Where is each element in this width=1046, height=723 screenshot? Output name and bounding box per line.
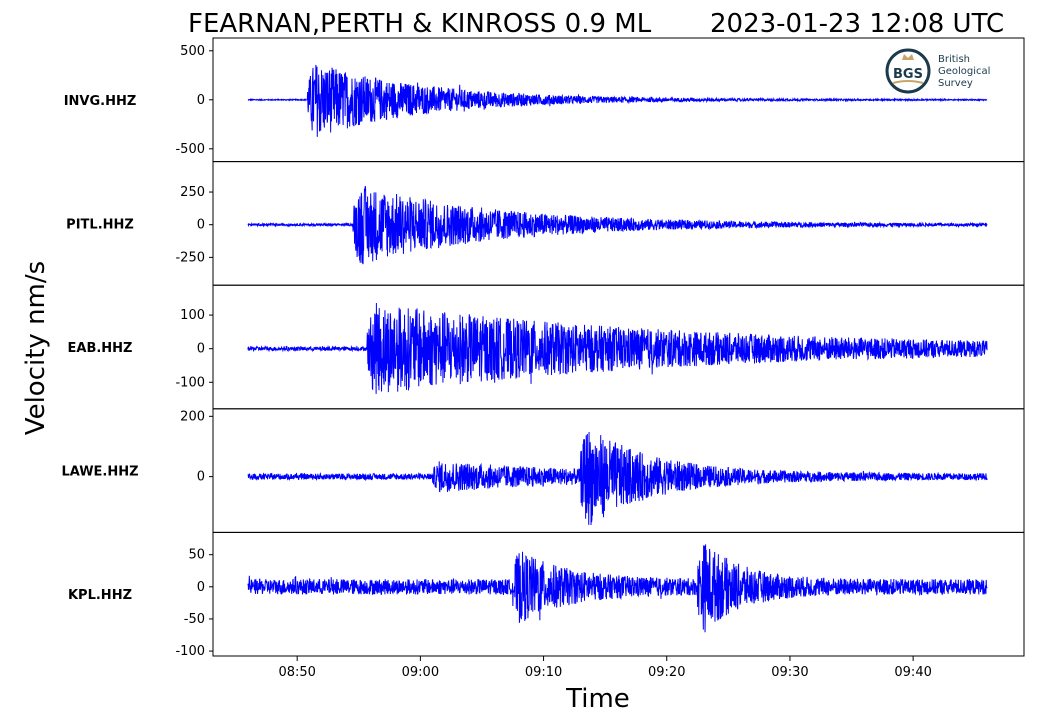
y-tick-label: 0 (197, 93, 205, 108)
y-tick-label: 100 (180, 308, 205, 323)
y-tick-label: -100 (175, 375, 205, 390)
bgs-logo-line-2: Geological (938, 66, 990, 77)
y-tick-label: 0 (197, 218, 205, 233)
y-tick-label: 50 (188, 548, 205, 563)
panel-kpl-hhz: -100 -50 0 50 KPL.HHZ (68, 531, 1025, 659)
panel-invg-hhz: -500 0 500 INVG.HHZ (64, 37, 1025, 163)
bgs-logo-wave (892, 80, 924, 84)
y-tick-label: -100 (175, 644, 205, 659)
x-tick-label: 09:10 (525, 665, 562, 680)
chart-title: FEARNAN,PERTH & KINROSS 0.9 ML (188, 9, 652, 39)
y-axis-label: Velocity nm/s (21, 261, 51, 435)
bgs-logo-line-3: Survey (938, 78, 973, 89)
y-tick-label: 0 (197, 342, 205, 357)
x-tick-label: 09:40 (894, 665, 931, 680)
y-tick-label: 500 (180, 44, 205, 59)
y-tick-label: -500 (175, 142, 205, 157)
time-axis: 08:50 09:00 09:10 09:20 09:30 09:40 (278, 656, 932, 680)
station-label: KPL.HHZ (68, 588, 132, 603)
station-label: LAWE.HHZ (61, 465, 138, 480)
y-tick-label: 0 (197, 580, 205, 595)
x-tick-label: 09:30 (771, 665, 808, 680)
waveform-trace (247, 303, 988, 394)
waveform-trace (247, 544, 988, 633)
bgs-logo: BGS British Geological Survey (885, 48, 990, 94)
station-label: PITL.HHZ (66, 217, 134, 232)
x-tick-label: 09:00 (402, 665, 439, 680)
x-tick-label: 08:50 (278, 665, 315, 680)
x-tick-label: 09:20 (648, 665, 685, 680)
waveform-trace (247, 64, 988, 137)
bgs-logo-crown (902, 54, 914, 60)
bgs-logo-letters: BGS (893, 67, 923, 82)
panel-lawe-hhz: 0 200 LAWE.HHZ (61, 408, 1025, 533)
station-label: EAB.HHZ (68, 341, 133, 356)
station-label: INVG.HHZ (64, 94, 137, 109)
y-tick-label: 0 (197, 470, 205, 485)
y-tick-label: -250 (175, 250, 205, 265)
station-panels: -5000500INVG.HHZ-2500250PITL.HHZ-1000100… (61, 37, 1025, 659)
event-timestamp: 2023-01-23 12:08 UTC (710, 9, 1004, 39)
panel-frame (212, 531, 1025, 657)
x-axis-label: Time (565, 684, 630, 714)
bgs-logo-line-1: British (938, 54, 970, 65)
y-tick-label: 250 (180, 185, 205, 200)
panel-eab-hhz: -100 0 100 EAB.HHZ (68, 284, 1025, 410)
waveform-trace (247, 431, 988, 526)
y-tick-label: -50 (184, 612, 205, 627)
y-tick-label: 200 (180, 409, 205, 424)
waveform-trace (247, 185, 988, 265)
panel-pitl-hhz: -250 0 250 PITL.HHZ (66, 161, 1025, 286)
